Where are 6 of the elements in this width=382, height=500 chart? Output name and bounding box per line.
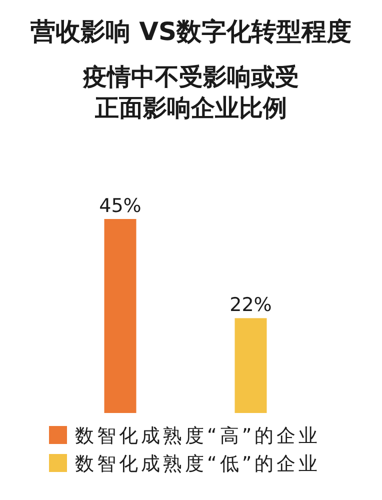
chart-subtitle: 疫情中不受影响或受正面影响企业比例 — [82, 63, 299, 122]
data-label: 45% — [99, 195, 142, 217]
chart-title: 营收影响 VS数字化转型程度 — [29, 17, 352, 46]
legend-label: 数智化成熟度“低”的企业 — [75, 453, 321, 475]
legend-label: 数智化成熟度“高”的企业 — [75, 425, 321, 447]
data-label: 22% — [230, 294, 272, 316]
